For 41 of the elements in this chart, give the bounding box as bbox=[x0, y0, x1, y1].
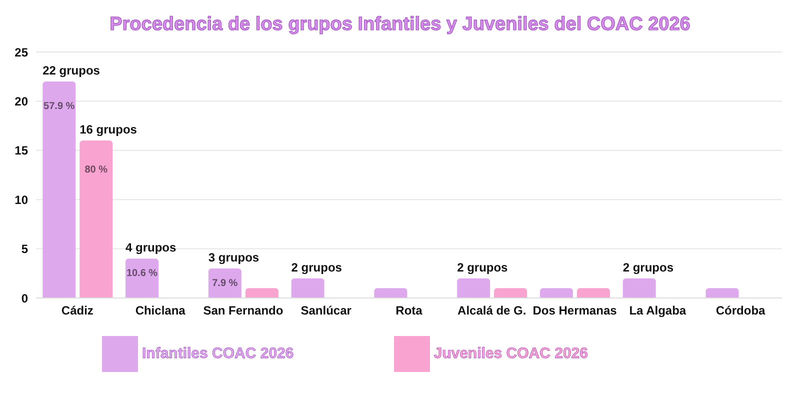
y-tick-label: 0 bbox=[21, 291, 28, 306]
y-tick-label: 5 bbox=[21, 242, 28, 256]
x-tick-label: San Fernando bbox=[203, 304, 284, 318]
legend-label: Juveniles COAC 2026 bbox=[434, 345, 588, 362]
bar bbox=[291, 278, 324, 298]
chart-title: Procedencia de los grupos Infantiles y Juveniles del COAC 2026 bbox=[108, 13, 692, 37]
bar bbox=[706, 288, 739, 298]
annotation: 80 % bbox=[84, 164, 108, 176]
legend-label: Infantiles COAC 2026 bbox=[142, 345, 294, 362]
bar bbox=[42, 82, 76, 298]
x-tick-label: Cádiz bbox=[61, 304, 94, 318]
y-tick-label: 10 bbox=[14, 192, 28, 207]
data-label: 16 grupos bbox=[80, 122, 138, 137]
annotation: 10.6 % bbox=[126, 268, 158, 280]
y-tick-label: 15 bbox=[14, 144, 28, 158]
data-label: 22 grupos bbox=[42, 64, 100, 78]
bar bbox=[374, 288, 408, 298]
y-tick-label: 25 bbox=[14, 45, 28, 60]
x-tick-label: La Algaba bbox=[629, 304, 686, 318]
x-tick-label: Sanlúcar bbox=[300, 304, 352, 318]
bar bbox=[576, 288, 610, 298]
bar bbox=[622, 278, 656, 298]
data-label: 3 grupos bbox=[208, 250, 260, 264]
data-label: 2 grupos bbox=[291, 260, 342, 274]
x-tick-label: Córdoba bbox=[716, 304, 766, 318]
bar bbox=[494, 288, 528, 298]
bar bbox=[126, 258, 159, 298]
annotation: 7.9 % bbox=[212, 278, 238, 289]
bar bbox=[245, 288, 278, 298]
x-tick-label: Chiclana bbox=[135, 304, 186, 318]
y-tick-label: 20 bbox=[14, 94, 28, 108]
data-label: 2 grupos bbox=[457, 260, 508, 274]
x-tick-label: Alcalá de G. bbox=[458, 304, 526, 318]
bar bbox=[457, 278, 490, 298]
data-label: 2 grupos bbox=[622, 260, 674, 274]
bar bbox=[80, 140, 113, 298]
x-tick-label: Dos Hermanas bbox=[532, 304, 618, 318]
x-tick-label: Rota bbox=[396, 304, 423, 318]
annotation: 57.9 % bbox=[44, 100, 75, 112]
data-label: 4 grupos bbox=[126, 240, 177, 255]
bar bbox=[540, 288, 573, 298]
